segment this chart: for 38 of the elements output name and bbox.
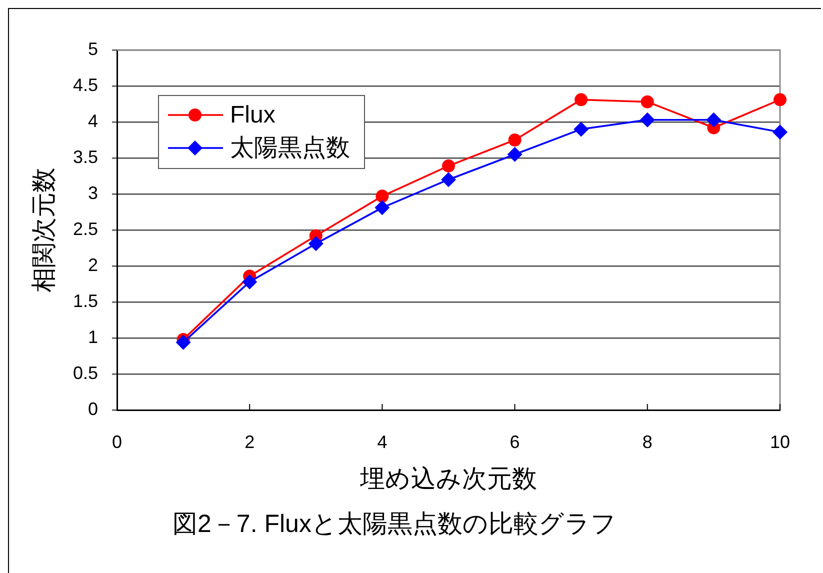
point xyxy=(706,112,722,128)
x-tick-label: 10 xyxy=(770,432,790,452)
point xyxy=(574,122,589,137)
point xyxy=(508,134,522,146)
y-tick-label: 2 xyxy=(88,254,98,275)
x-tick-label: 2 xyxy=(244,432,255,452)
y-tick-label: 1 xyxy=(88,326,98,347)
y-tick-label: 4.5 xyxy=(72,74,98,95)
y-tick-label: 2.5 xyxy=(72,218,98,239)
x-tick-label: 0 xyxy=(112,432,122,452)
point xyxy=(242,274,258,290)
x-tick-label: 6 xyxy=(510,432,520,452)
point xyxy=(574,93,588,106)
point xyxy=(376,190,389,203)
y-tick-label: 0.5 xyxy=(72,362,98,383)
point xyxy=(176,334,191,350)
text: 図2－7. Fluxと太陽黒点数の比較グラフ xyxy=(172,510,616,538)
y-tick-label: 5 xyxy=(88,38,98,59)
legend-label: 太陽黒点数 xyxy=(230,134,350,162)
point xyxy=(507,146,522,162)
point xyxy=(774,93,786,106)
point xyxy=(640,112,655,128)
y-tick-label: 1.5 xyxy=(72,290,98,311)
legend-label: Flux xyxy=(230,102,276,129)
y-axis-title: 相関次元数 xyxy=(30,168,58,292)
y-tick-label: 3.5 xyxy=(72,146,98,167)
point xyxy=(442,159,455,172)
point xyxy=(640,95,654,108)
y-tick-label: 3 xyxy=(88,182,98,203)
y-tick-label: 0 xyxy=(88,398,98,419)
point xyxy=(308,236,324,252)
x-tick-label: 4 xyxy=(377,432,388,452)
point xyxy=(441,172,456,188)
y-tick-label: 4 xyxy=(88,110,98,131)
point xyxy=(772,124,788,140)
point xyxy=(374,200,390,216)
x-tick-label: 8 xyxy=(642,432,652,452)
x-axis-title: 埋め込み次元数 xyxy=(359,464,537,493)
